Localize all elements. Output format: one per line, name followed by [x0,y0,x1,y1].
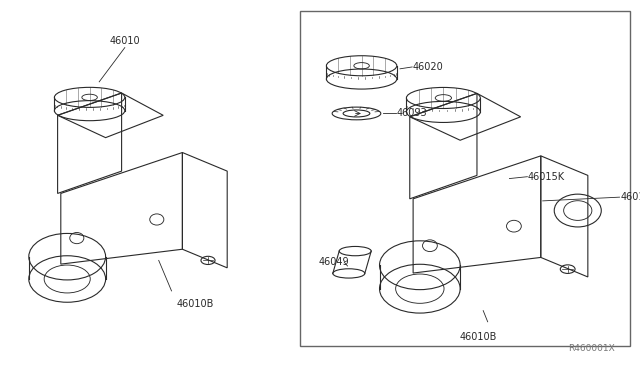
Text: 46015K: 46015K [528,172,565,182]
Text: 46049: 46049 [318,257,349,267]
Text: 46010: 46010 [621,192,640,202]
Text: R460001X: R460001X [568,344,614,353]
Text: 46010B: 46010B [460,332,497,342]
Text: 46010B: 46010B [177,299,214,310]
Text: 46020: 46020 [413,62,444,72]
Text: 46093: 46093 [397,109,428,118]
Bar [300,11,630,346]
Text: 46010: 46010 [109,36,140,46]
